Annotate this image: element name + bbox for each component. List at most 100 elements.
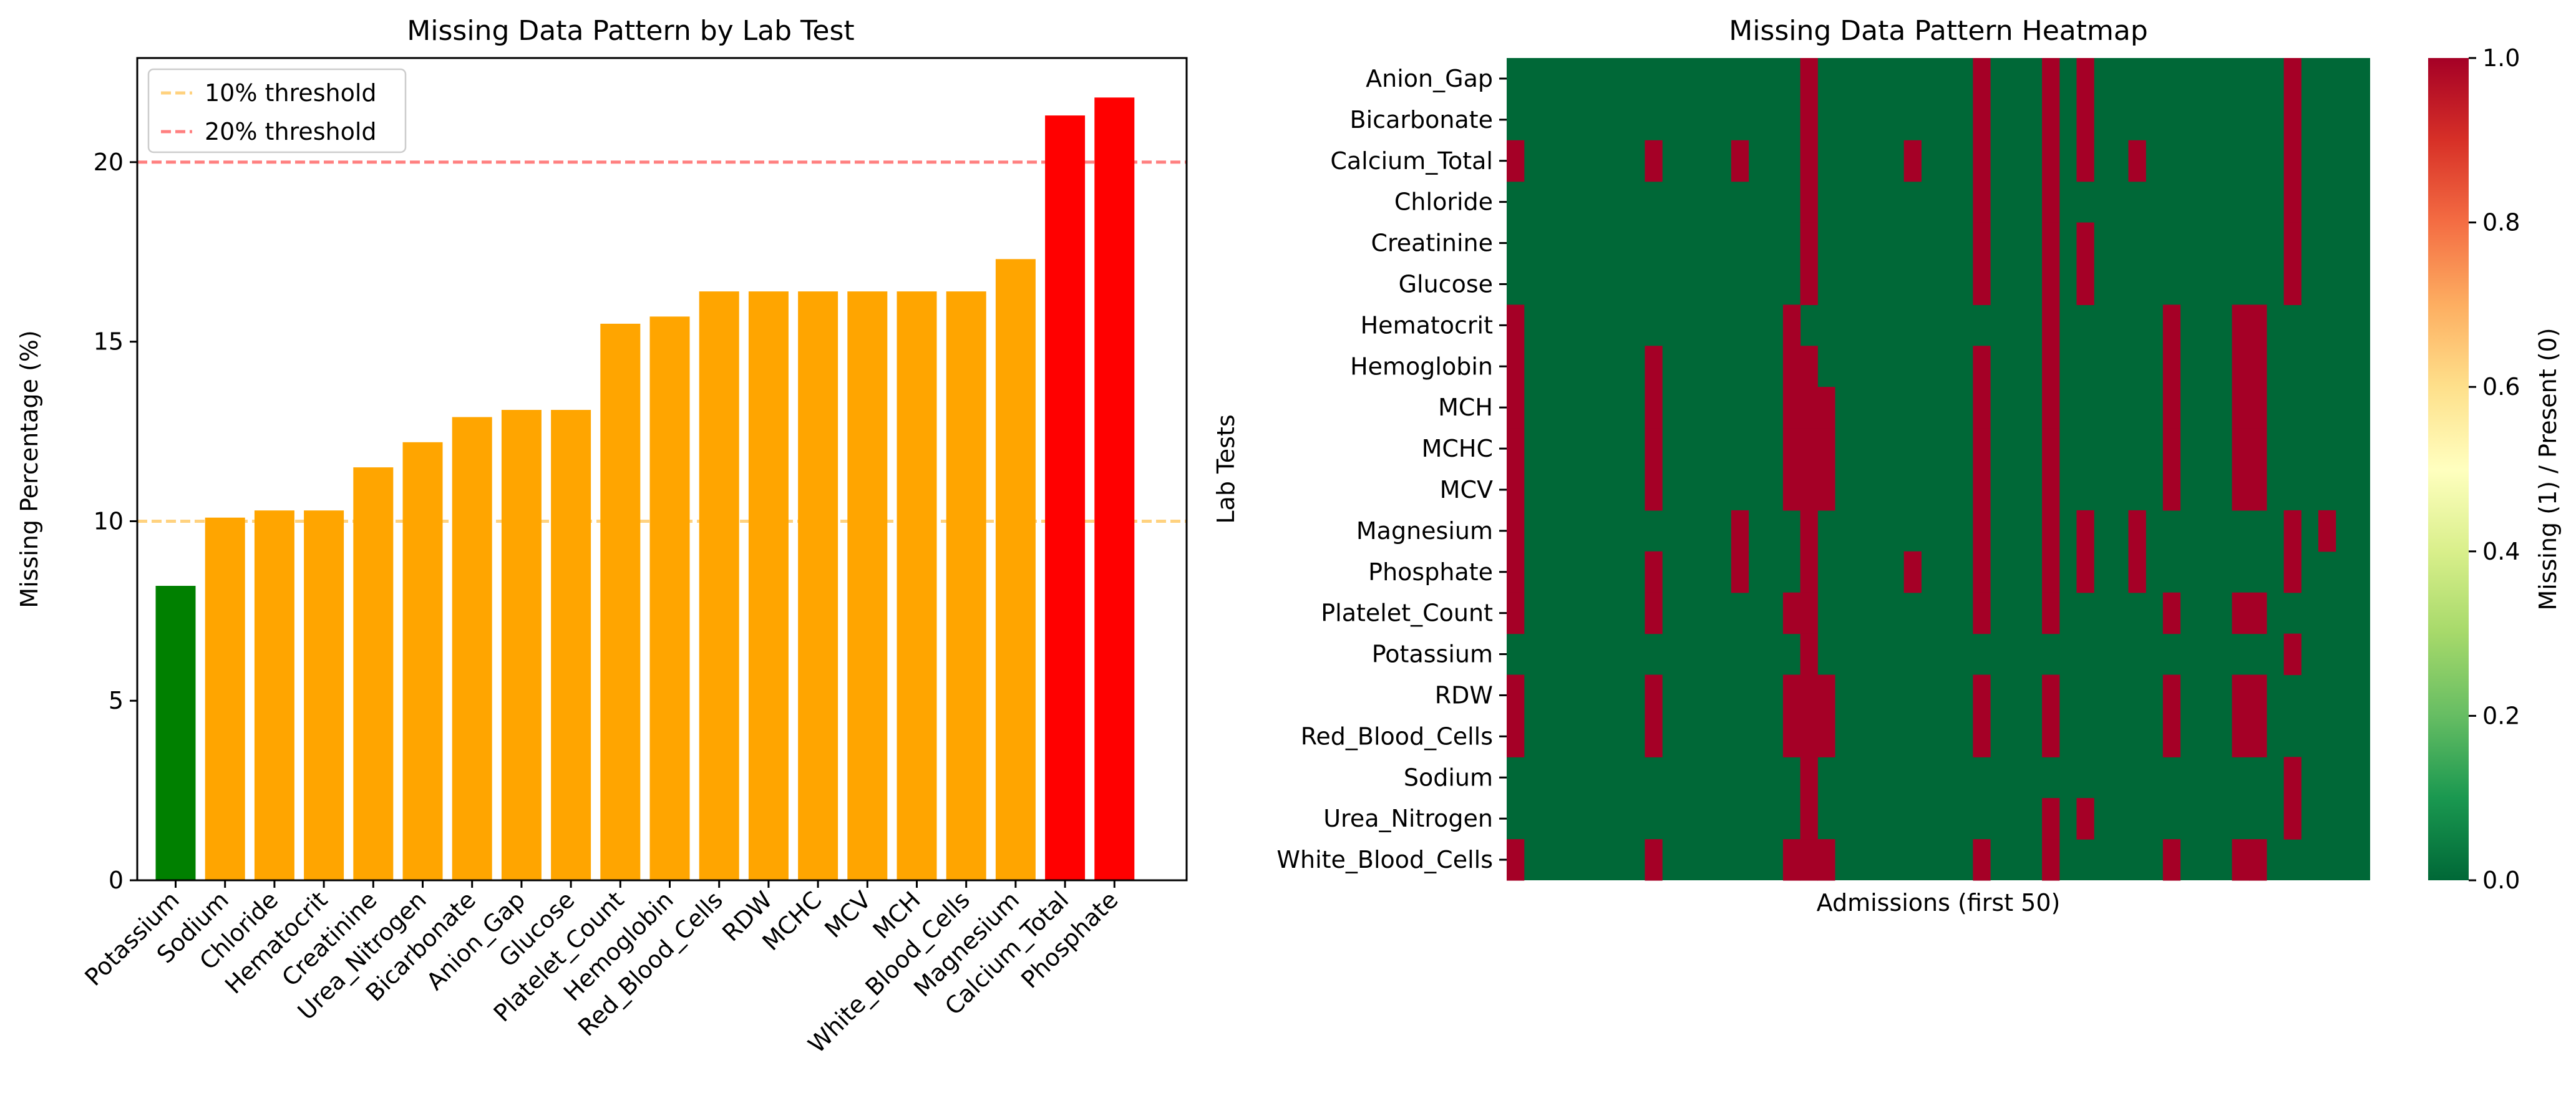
heatmap-cell-missing	[1973, 839, 1991, 881]
bar-MCHC	[798, 291, 838, 880]
heatmap-cell-missing	[1903, 551, 1922, 593]
heatmap-cell-missing	[2128, 551, 2146, 593]
heatmap-cell-missing	[2042, 304, 2060, 346]
bar-Urea_Nitrogen	[402, 442, 443, 880]
heatmap-cell-missing	[1782, 304, 1801, 346]
bar-Calcium_Total	[1045, 115, 1086, 880]
bar-chart-x-ticks: PotassiumSodiumChlorideHematocritCreatin…	[79, 880, 1124, 1058]
heatmap-cell-missing	[2283, 510, 2301, 552]
bar-chart-y-ticks: 0 5 10 15 20	[94, 148, 137, 894]
bar-Chloride	[254, 510, 294, 880]
heatmap-title: Missing Data Pattern Heatmap	[1729, 15, 2148, 47]
heatmap-row-label: Sodium	[1404, 764, 1493, 791]
heatmap-cell-missing	[2076, 551, 2094, 593]
heatmap-row-label: Calcium_Total	[1330, 147, 1493, 175]
bar-y-tick-label: 15	[94, 328, 124, 356]
bar-chart-title: Missing Data Pattern by Lab Test	[407, 15, 854, 47]
heatmap-cell-missing	[2042, 839, 2060, 881]
heatmap-cell-missing	[1800, 222, 1818, 265]
heatmap-row-label: Bicarbonate	[1350, 106, 1493, 134]
heatmap-row-label: RDW	[1435, 681, 1493, 709]
heatmap-cell-missing	[1507, 140, 1525, 182]
heatmap-cell-missing	[1645, 469, 1663, 511]
heatmap-cell-missing	[1800, 674, 1818, 716]
bar-chart-frame	[136, 57, 1188, 882]
heatmap-cell-missing	[1645, 592, 1663, 634]
heatmap-cell-missing	[2232, 674, 2250, 716]
heatmap-cell-missing	[1973, 58, 1991, 100]
bar-Potassium	[155, 586, 196, 880]
heatmap-cell-missing	[1731, 551, 1749, 593]
heatmap-cell-missing	[1800, 140, 1818, 182]
heatmap-cell-missing	[1973, 510, 1991, 552]
heatmap-cell-missing	[2076, 510, 2094, 552]
heatmap-cell-missing	[1645, 551, 1663, 593]
heatmap-cell-missing	[1800, 58, 1818, 100]
heatmap-cell-missing	[2283, 99, 2301, 141]
heatmap-cell-missing	[2162, 428, 2181, 470]
heatmap-cell-missing	[1645, 716, 1663, 757]
heatmap-cell-missing	[1817, 716, 1835, 757]
heatmap-cell-missing	[2232, 304, 2250, 346]
heatmap-cell-missing	[1973, 469, 1991, 511]
bar-Magnesium	[995, 259, 1036, 880]
heatmap-cell-missing	[2283, 633, 2301, 676]
heatmap-cell-missing	[2249, 716, 2267, 757]
heatmap-cell-missing	[2232, 387, 2250, 429]
heatmap-xlabel: Admissions (first 50)	[1817, 889, 2061, 916]
heatmap-cell-missing	[2232, 839, 2250, 881]
bar-chart-bars	[155, 97, 1135, 880]
heatmap-ylabel: Lab Tests	[1212, 414, 1240, 523]
colorbar-ticks: 0.0 0.2 0.4 0.6 0.8 1.0	[2469, 44, 2520, 894]
colorbar-tick-label: 0.0	[2482, 867, 2520, 894]
heatmap-cell-missing	[1973, 551, 1991, 593]
heatmap-cell-missing	[1507, 304, 1525, 346]
heatmap-cell-missing	[2249, 304, 2267, 346]
bar-Bicarbonate	[452, 417, 492, 880]
colorbar-tick-label: 0.4	[2482, 538, 2520, 565]
heatmap-cell-missing	[1507, 716, 1525, 757]
heatmap-cell-missing	[2283, 140, 2301, 182]
heatmap-cell-missing	[1507, 674, 1525, 716]
heatmap-cell-missing	[2249, 839, 2267, 881]
bar-Creatinine	[353, 467, 394, 880]
heatmap-cell-missing	[1800, 592, 1818, 634]
heatmap-cell-missing	[1973, 674, 1991, 716]
heatmap-cell-missing	[1903, 140, 1922, 182]
heatmap-cell-missing	[2162, 387, 2181, 429]
bar-chart-ylabel: Missing Percentage (%)	[16, 330, 43, 608]
heatmap-cell-missing	[2249, 346, 2267, 387]
heatmap-cell-missing	[2232, 469, 2250, 511]
heatmap-row-label: Platelet_Count	[1321, 600, 1493, 627]
heatmap-cell-missing	[1800, 387, 1818, 429]
heatmap-row-label: MCV	[1440, 476, 1493, 503]
heatmap-cell-missing	[1817, 674, 1835, 716]
heatmap-cell-missing	[2042, 551, 2060, 593]
heatmap-cell-missing	[2042, 716, 2060, 757]
bar-White_Blood_Cells	[946, 291, 986, 880]
heatmap-cell-missing	[2162, 592, 2181, 634]
heatmap-cell-missing	[2042, 263, 2060, 305]
heatmap-panel: Missing Data Pattern Heatmap Lab Tests A…	[1212, 15, 2370, 916]
heatmap-cell-missing	[1731, 510, 1749, 552]
heatmap-cell-missing	[2076, 99, 2094, 141]
heatmap-cell-missing	[2042, 387, 2060, 429]
heatmap-cell-missing	[2042, 674, 2060, 716]
heatmap-cell-missing	[1782, 387, 1801, 429]
heatmap-cell-missing	[1645, 140, 1663, 182]
heatmap-cell-missing	[1973, 99, 1991, 141]
heatmap-cell-missing	[2076, 798, 2094, 840]
heatmap-cell-missing	[2283, 58, 2301, 100]
heatmap-cell-missing	[1507, 469, 1525, 511]
colorbar-tick-label: 0.2	[2482, 702, 2520, 729]
heatmap-cell-missing	[2042, 346, 2060, 387]
heatmap-cell-missing	[2283, 798, 2301, 840]
heatmap-cell-missing	[1973, 263, 1991, 305]
heatmap-cell-missing	[1800, 346, 1818, 387]
heatmap-cell-missing	[1800, 181, 1818, 223]
heatmap-cell-missing	[2042, 222, 2060, 265]
heatmap-cell-missing	[1800, 757, 1818, 799]
heatmap-cell-missing	[2076, 222, 2094, 265]
heatmap-row-label: Chloride	[1394, 188, 1493, 216]
